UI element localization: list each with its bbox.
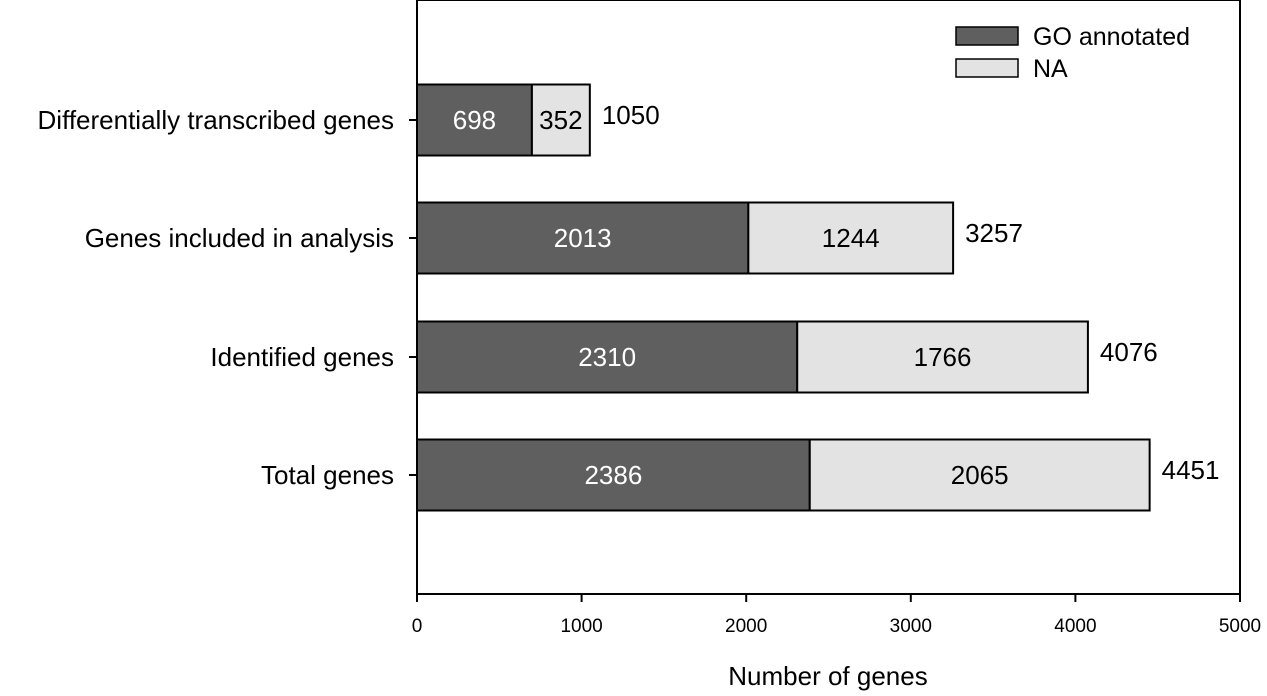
bars-group: 698 352 1050 2013 1244 3257 2310 1766 4076 2386 20… (416, 83, 1220, 512)
x-tick-label: 4000 (1054, 616, 1096, 637)
bar-total-label: 4076 (1100, 337, 1158, 367)
legend-label: GO annotated (1033, 23, 1190, 51)
category-label: Identified genes (210, 342, 394, 372)
bar-segment (747, 201, 955, 275)
legend-swatch (955, 58, 1019, 78)
bar-value-label: 2310 (578, 342, 636, 372)
bar-segment (796, 320, 1089, 394)
bar-value-label: 1244 (822, 223, 880, 253)
legend: GO annotated NA (955, 23, 1190, 83)
x-tick-label: 5000 (1219, 616, 1261, 637)
x-tick-label: 0 (412, 616, 423, 637)
bar-value-label: 2065 (951, 460, 1009, 490)
bar-segment (530, 83, 591, 157)
category-label: Differentially transcribed genes (38, 105, 394, 135)
bar-total-label: 4451 (1162, 455, 1220, 485)
x-tick-label: 3000 (890, 616, 932, 637)
bar-value-label: 698 (453, 105, 496, 135)
bar-value-label: 2386 (584, 460, 642, 490)
y-axis: Differentially transcribed genes Genes in… (38, 105, 417, 490)
bar-segment (416, 201, 750, 275)
bar-segment (808, 438, 1151, 512)
category-label: Genes included in analysis (85, 223, 394, 253)
bar-value-label: 1766 (914, 342, 972, 372)
legend-label: NA (1033, 55, 1068, 83)
plot-frame (416, 0, 1241, 595)
x-axis: 0 1000 2000 3000 4000 5000 (412, 594, 1261, 637)
x-axis-title: Number of genes (728, 661, 927, 691)
bar-value-label: 352 (539, 105, 582, 135)
bar-total-label: 3257 (965, 218, 1023, 248)
bar-total-label: 1050 (602, 100, 660, 130)
x-tick-label: 2000 (725, 616, 767, 637)
bar-value-label: 2013 (554, 223, 612, 253)
x-tick-label: 1000 (560, 616, 602, 637)
legend-swatch (955, 26, 1019, 46)
category-label: Total genes (261, 460, 394, 490)
